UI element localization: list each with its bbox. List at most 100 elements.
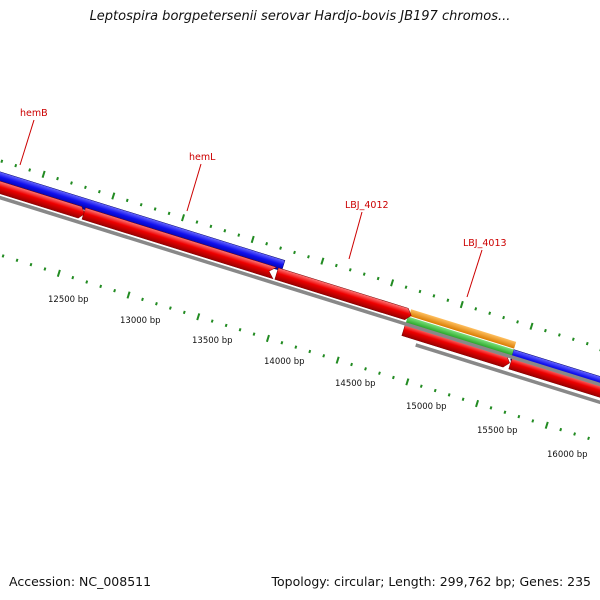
minor-tick [224,323,228,328]
minor-tick [1,254,5,258]
minor-tick [447,393,451,397]
accession-label: Accession: NC_008511 [9,574,152,589]
minor-tick [139,202,143,207]
major-tick [196,313,201,321]
minor-tick [432,294,436,298]
minor-tick [70,181,73,185]
gene-leader-line [186,163,202,212]
reverse-strand-arrow[interactable] [274,267,413,321]
gene-label-LBJ_4012[interactable]: LBJ_4012 [345,200,389,211]
major-tick [459,300,464,309]
bp-scale-label: 16000 bp [547,450,588,460]
minor-tick [167,211,171,216]
minor-tick [43,267,47,271]
minor-tick [334,263,338,268]
minor-tick [14,163,18,168]
major-tick [126,291,131,299]
minor-tick [280,341,284,345]
map-title: Leptospira borgpetersenii serovar Hardjo… [89,9,511,24]
minor-tick [559,427,563,432]
minor-tick [544,328,547,333]
minor-tick [404,285,408,289]
minor-tick [141,297,144,302]
minor-tick [97,189,101,194]
minor-tick [252,332,256,336]
minor-tick [223,229,227,233]
minor-tick [378,371,381,375]
minor-tick [237,233,241,237]
major-tick [56,269,61,277]
minor-tick [168,306,172,310]
gene-leader-line [466,249,483,298]
feature-orange[interactable] [409,309,517,349]
minor-tick [433,388,437,393]
minor-tick [84,185,87,190]
major-tick [265,334,270,343]
bp-scale-label: 14000 bp [264,357,305,367]
minor-tick [322,354,326,358]
minor-tick [308,349,312,354]
minor-tick [587,436,590,441]
gene-leader-line [348,211,363,260]
bp-scale-label: 12500 bp [48,295,89,305]
minor-tick [364,367,367,371]
minor-tick [516,320,519,324]
minor-tick [0,159,4,164]
reverse-strand-arrow[interactable] [81,207,278,280]
bp-scale: 12500 bp 13000 bp 13500 bp 14000 bp 1450… [48,295,588,460]
minor-tick [502,315,506,320]
gene-label-LBJ_4013[interactable]: LBJ_4013 [463,238,507,249]
gene-leader-line [19,119,35,166]
minor-tick [293,250,296,255]
reverse-strand-arrow[interactable] [0,170,87,220]
minor-tick [488,311,492,315]
minor-tick [489,406,493,410]
minor-tick [517,414,521,419]
minor-tick [392,375,395,380]
minor-tick [307,255,310,259]
minor-tick [418,289,422,294]
minor-tick [210,319,214,323]
bp-scale-label: 15000 bp [406,402,447,412]
major-tick [111,192,116,200]
minor-tick [28,168,32,172]
minor-tick [15,258,19,263]
minor-tick [29,262,33,267]
major-tick [405,378,410,386]
minor-tick [531,419,535,423]
minor-tick [474,307,478,311]
minor-tick [419,384,423,388]
minor-tick [56,176,59,181]
minor-tick [265,242,269,246]
minor-tick [153,207,157,211]
minor-tick [182,310,186,315]
minor-tick [350,362,353,367]
minor-tick [85,280,89,284]
minor-tick [571,337,575,342]
major-tick [529,322,534,330]
minor-tick [503,410,507,414]
major-tick [181,214,186,222]
topology-summary: Topology: circular; Length: 299,762 bp; … [271,574,592,589]
major-tick [544,421,549,429]
major-tick [390,279,395,287]
minor-tick [557,333,561,337]
gene-label-hemB[interactable]: hemB [20,108,48,119]
major-tick [320,257,325,265]
minor-tick [209,224,213,229]
bp-scale-label: 13000 bp [120,316,161,326]
minor-tick [573,432,577,436]
minor-tick [294,345,298,349]
major-tick [335,356,340,364]
bp-scale-label: 13500 bp [192,336,233,346]
minor-tick [71,275,75,280]
bp-scale-label: 14500 bp [335,379,376,389]
gene-label-hemL[interactable]: hemL [189,152,216,163]
forward-strand-segment[interactable] [0,162,286,272]
minor-tick [446,298,450,302]
minor-tick [238,328,242,332]
minor-tick [99,284,103,289]
major-tick [250,235,255,244]
feature-green[interactable] [405,316,514,357]
